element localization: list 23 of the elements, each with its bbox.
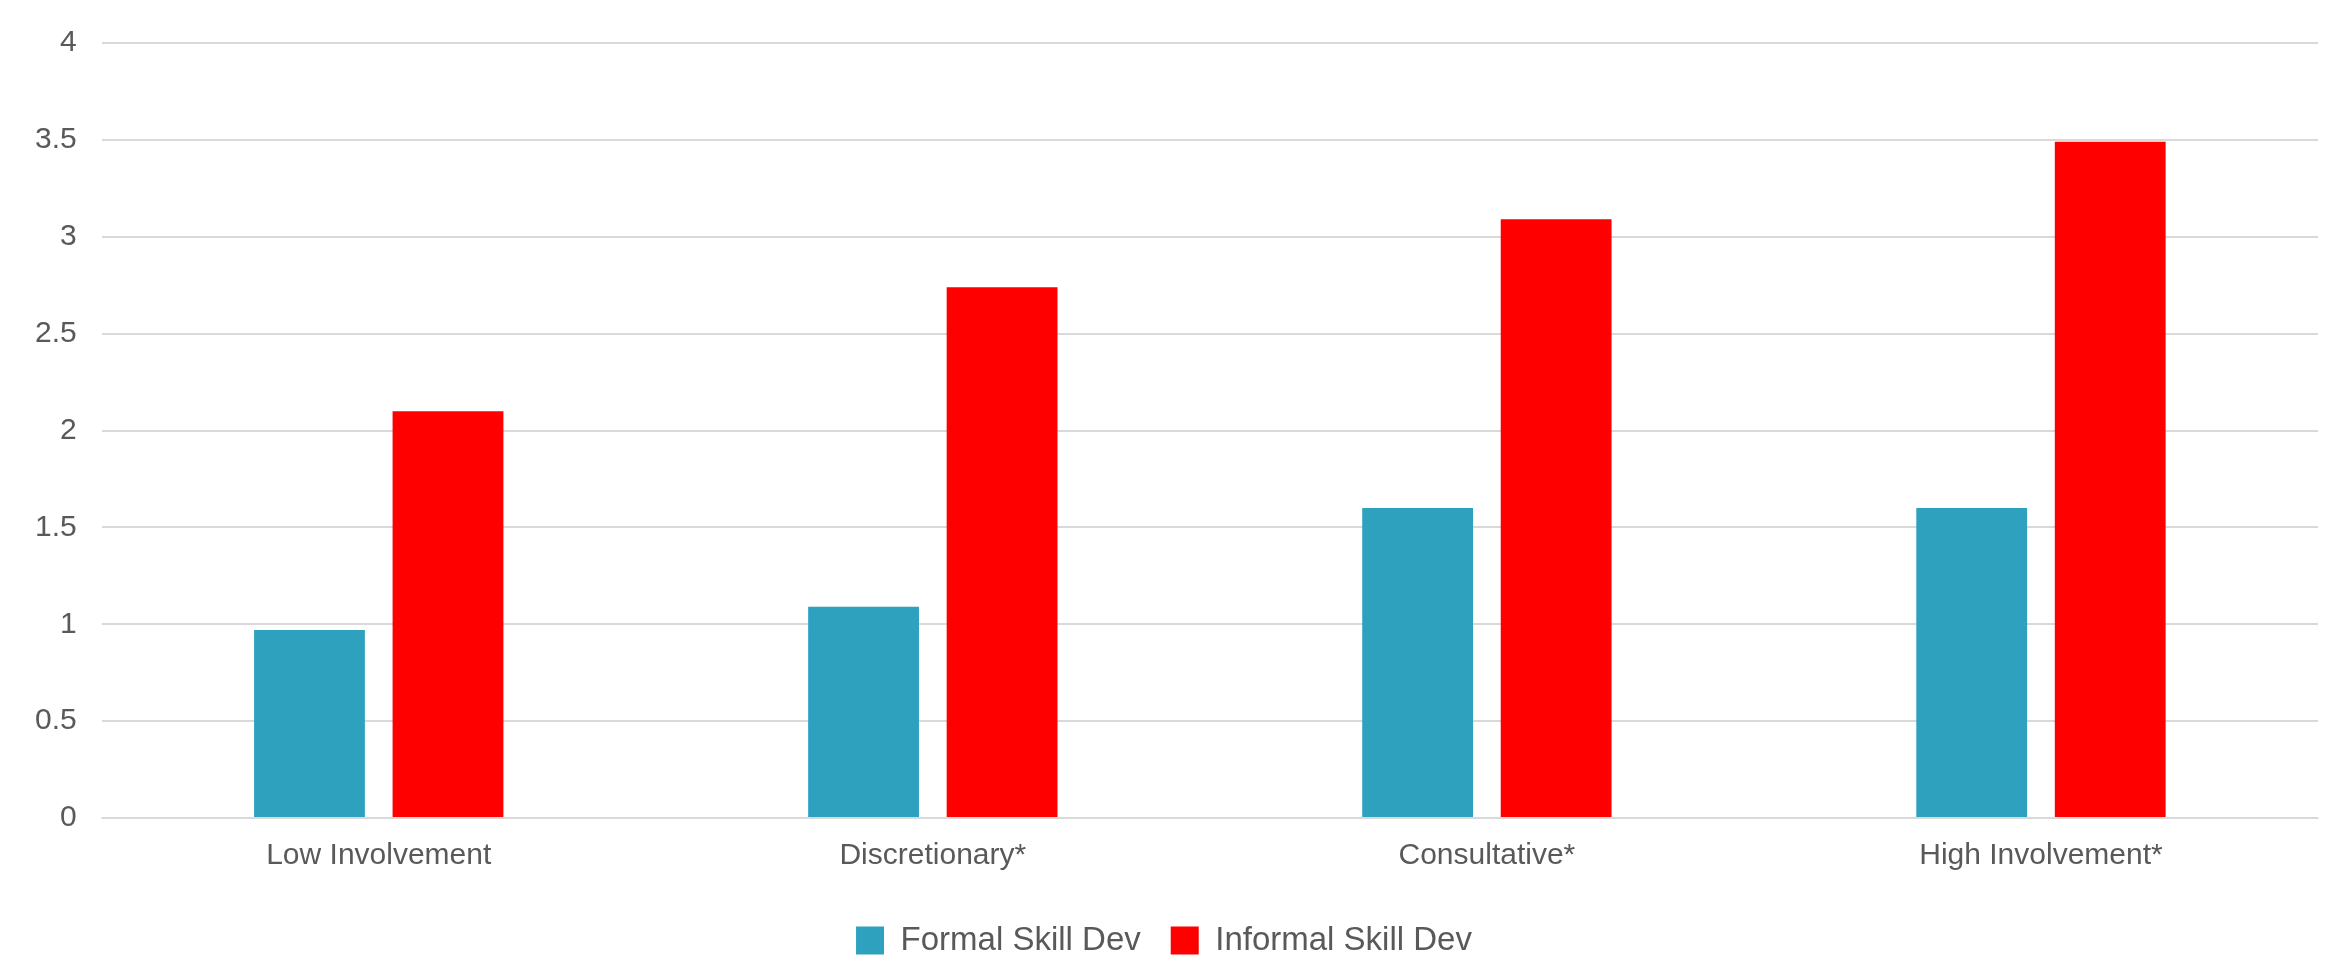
- x-tick-label: Consultative*: [1398, 837, 1576, 871]
- y-tick-label: 0.5: [34, 702, 77, 736]
- legend-label: Informal Skill Dev: [1215, 919, 1473, 957]
- bar: [946, 287, 1058, 817]
- x-tick-label: High Involvement*: [1919, 837, 2164, 871]
- y-tick-label: 4: [60, 24, 77, 58]
- bar: [254, 630, 365, 817]
- y-tick-label: 1.5: [34, 508, 77, 542]
- bar: [808, 606, 919, 817]
- bar: [1362, 508, 1474, 817]
- y-tick-label: 3: [60, 218, 77, 252]
- x-tick-label: Discretionary*: [839, 837, 1027, 871]
- bar: [1500, 219, 1612, 817]
- y-tick-label: 1: [60, 605, 77, 639]
- bar: [1916, 508, 2028, 817]
- y-tick-label: 2: [60, 411, 77, 445]
- legend-label: Formal Skill Dev: [900, 919, 1142, 957]
- y-tick-label: 0: [60, 799, 77, 833]
- bar: [392, 411, 504, 817]
- bar: [2054, 141, 2166, 817]
- y-tick-label: 2.5: [34, 314, 77, 348]
- x-tick-label: Low Involvement: [266, 837, 492, 871]
- y-tick-label: 3.5: [34, 121, 77, 155]
